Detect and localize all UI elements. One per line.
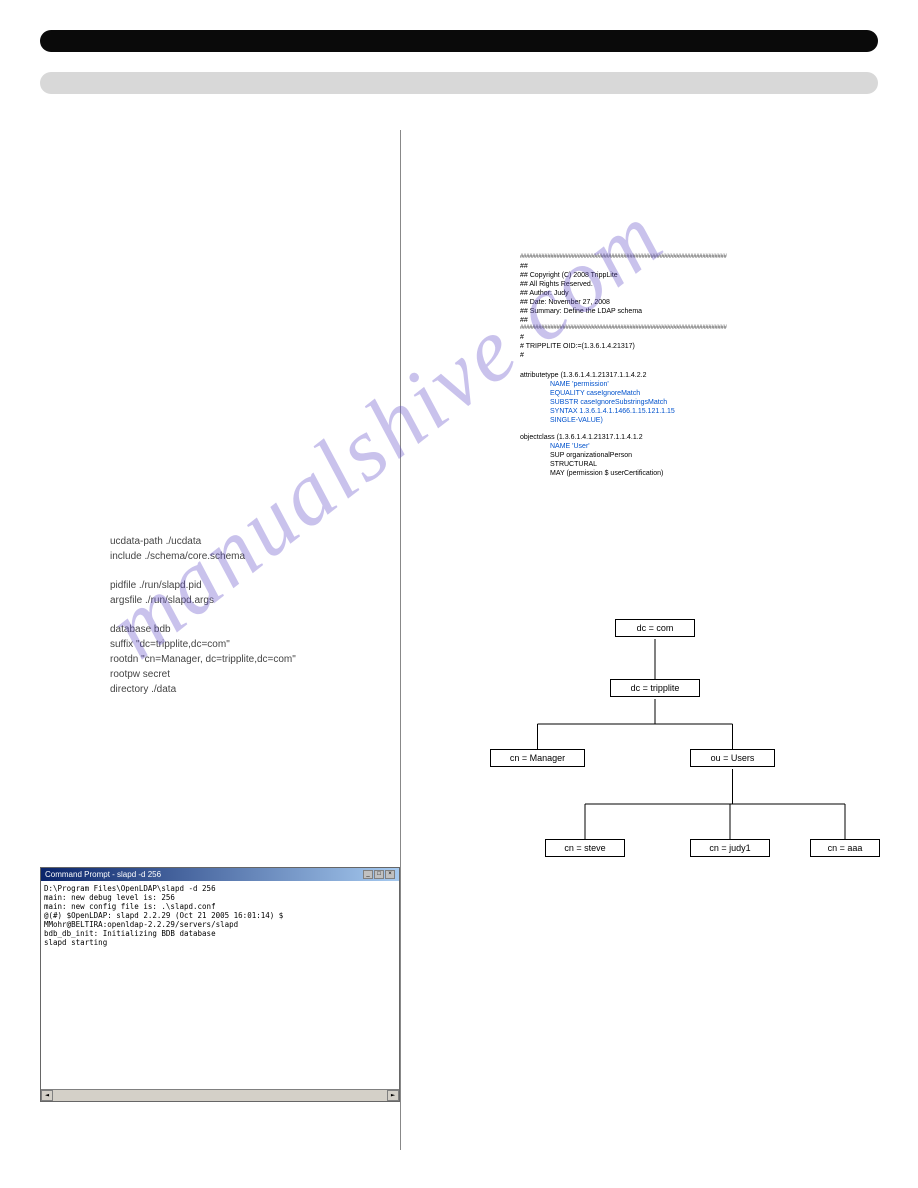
tree-node-root: dc = com: [615, 619, 695, 637]
cmd-line: @(#) $OpenLDAP: slapd 2.2.29 (Oct 21 200…: [44, 911, 396, 920]
cmd-titlebar: Command Prompt - slapd -d 256 _ □ ×: [41, 868, 399, 881]
tree-node-manager: cn = Manager: [490, 749, 585, 767]
config-line: rootpw secret: [110, 667, 430, 682]
cmd-body: D:\Program Files\OpenLDAP\slapd -d 256 m…: [41, 881, 399, 1101]
schema-line: SYNTAX 1.3.6.1.4.1.1466.1.15.121.1.15: [550, 407, 810, 416]
schema-line: ##: [520, 262, 810, 271]
schema-line: ##: [520, 316, 810, 325]
close-icon[interactable]: ×: [385, 870, 395, 879]
cmd-title: Command Prompt - slapd -d 256: [45, 870, 161, 879]
config-line: database bdb: [110, 622, 430, 637]
schema-line: # TRIPPLITE OID:=(1.3.6.1.4.21317): [520, 342, 810, 351]
slapd-config-block: ucdata-path ./ucdata include ./schema/co…: [110, 534, 430, 697]
tree-node-users: ou = Users: [690, 749, 775, 767]
schema-line: attributetype (1.3.6.1.4.1.21317.1.1.4.2…: [520, 371, 810, 380]
schema-line: #: [520, 333, 810, 342]
cmd-line: D:\Program Files\OpenLDAP\slapd -d 256: [44, 884, 396, 893]
header-grey-bar: [40, 72, 878, 94]
cmd-line: MMohr@BELTIRA:openldap-2.2.29/servers/sl…: [44, 920, 396, 929]
schema-divider: ########################################…: [520, 325, 810, 333]
schema-line: NAME 'permission': [550, 380, 810, 389]
minimize-icon[interactable]: _: [363, 870, 373, 879]
tree-node-aaa: cn = aaa: [810, 839, 880, 857]
cmd-line: main: new config file is: .\slapd.conf: [44, 902, 396, 911]
header-black-bar: [40, 30, 878, 52]
command-prompt-window: Command Prompt - slapd -d 256 _ □ × D:\P…: [40, 867, 400, 1102]
tree-node-judy: cn = judy1: [690, 839, 770, 857]
schema-line: MAY (permission $ userCertification): [550, 469, 810, 478]
cmd-scrollbar[interactable]: ◄ ►: [41, 1089, 399, 1101]
ldap-tree-diagram: dc = com dc = tripplite cn = Manager ou = U…: [440, 619, 860, 899]
tree-node-tripplite: dc = tripplite: [610, 679, 700, 697]
config-line: directory ./data: [110, 682, 430, 697]
right-column: ########################################…: [430, 124, 878, 1102]
config-line: rootdn "cn=Manager, dc=tripplite,dc=com": [110, 652, 430, 667]
scroll-right-icon[interactable]: ►: [387, 1090, 399, 1101]
schema-line: ## Author: Judy: [520, 289, 810, 298]
schema-line: NAME 'User': [550, 442, 810, 451]
config-line: ucdata-path ./ucdata: [110, 534, 430, 549]
schema-line: SUBSTR caseIgnoreSubstringsMatch: [550, 398, 810, 407]
cmd-line: bdb_db_init: Initializing BDB database: [44, 929, 396, 938]
tree-node-steve: cn = steve: [545, 839, 625, 857]
schema-line: objectclass (1.3.6.1.4.1.21317.1.1.4.1.2: [520, 433, 810, 442]
schema-line: #: [520, 351, 810, 360]
schema-line: ## Copyright (C) 2008 TrippLite: [520, 271, 810, 280]
schema-line: STRUCTURAL: [550, 460, 810, 469]
schema-line: SINGLE-VALUE): [550, 416, 810, 425]
config-line: include ./schema/core.schema: [110, 549, 430, 564]
config-line: suffix "dc=tripplite,dc=com": [110, 637, 430, 652]
maximize-icon[interactable]: □: [374, 870, 384, 879]
cmd-line: slapd starting: [44, 938, 396, 947]
ldap-schema-block: ########################################…: [520, 254, 810, 479]
cmd-line: main: new debug level is: 256: [44, 893, 396, 902]
schema-divider: ########################################…: [520, 254, 810, 262]
schema-line: ## All Rights Reserved.: [520, 280, 810, 289]
schema-line: ## Date: November 27, 2008: [520, 298, 810, 307]
config-line: argsfile ./run/slapd.args: [110, 593, 430, 608]
config-line: pidfile ./run/slapd.pid: [110, 578, 430, 593]
schema-line: EQUALITY caseIgnoreMatch: [550, 389, 810, 398]
scroll-left-icon[interactable]: ◄: [41, 1090, 53, 1101]
schema-line: SUP organizationalPerson: [550, 451, 810, 460]
left-column: ucdata-path ./ucdata include ./schema/co…: [40, 124, 430, 1102]
schema-line: ## Summary: Define the LDAP schema: [520, 307, 810, 316]
